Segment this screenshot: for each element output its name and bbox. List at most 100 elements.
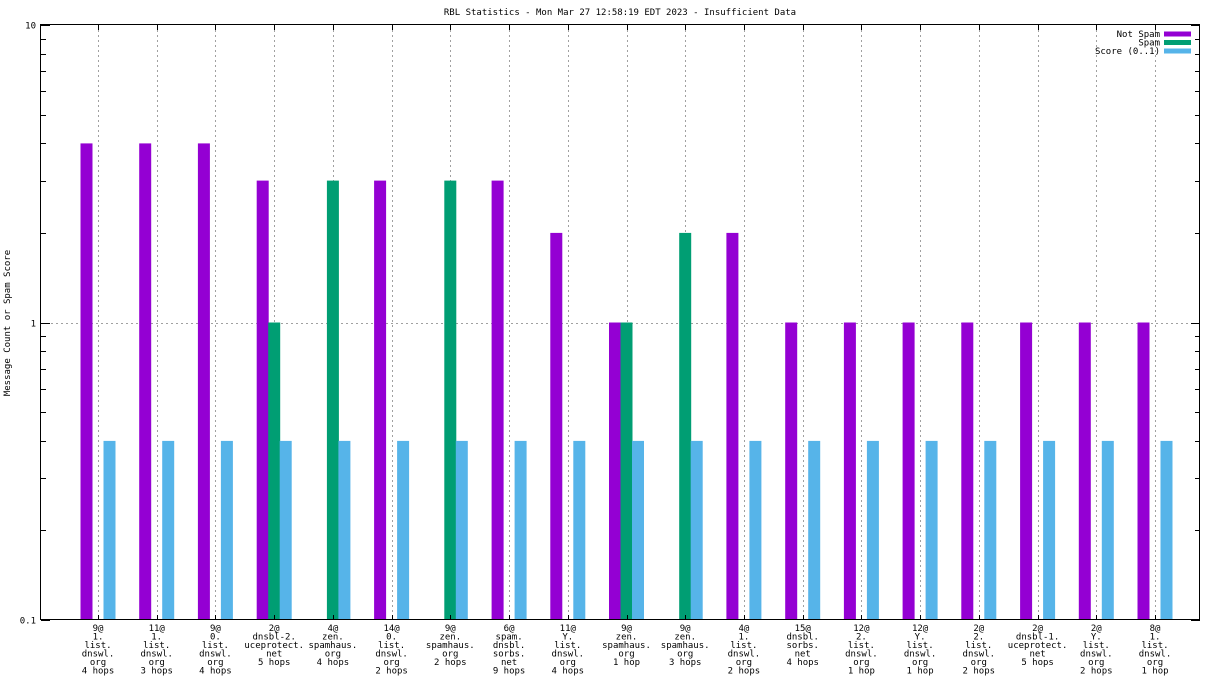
bar-not-spam — [374, 180, 387, 620]
x-tick-label: list. — [1083, 641, 1110, 651]
bar-spam — [679, 232, 692, 620]
x-tick-label: Y. — [562, 633, 573, 643]
x-tick-label: spamhaus. — [426, 641, 475, 651]
bar-score-0-1 — [1101, 440, 1114, 620]
y-axis-label: Message Count or Spam Score — [3, 250, 13, 396]
x-tick-label: net — [1029, 650, 1045, 660]
bar-not-spam — [785, 322, 798, 620]
x-tick-label: 9@ — [93, 624, 104, 634]
x-tick-label: 2 hops — [434, 658, 467, 668]
x-tick-label: dnsbl. — [493, 641, 526, 651]
x-tick-label: 0. — [386, 633, 397, 643]
y-tick-label: 1 — [31, 320, 36, 330]
x-tick-label: 3 hops — [140, 667, 173, 677]
x-tick-label: dnsbl-1. — [1016, 633, 1059, 643]
bar-score-0-1 — [397, 440, 410, 620]
x-tick-label: 1 hop — [848, 667, 875, 677]
x-tick-label: 6@ — [504, 624, 515, 634]
x-tick-label: list. — [730, 641, 757, 651]
x-tick-label: dnswl. — [1139, 650, 1172, 660]
x-tick-label: dnswl. — [904, 650, 937, 660]
x-tick-label: 4 hops — [199, 667, 232, 677]
x-tick-label: net — [795, 650, 811, 660]
x-tick-label: dnswl. — [375, 650, 408, 660]
x-tick-label: org — [1088, 658, 1104, 668]
x-tick-label: list. — [554, 641, 581, 651]
bar-spam — [326, 180, 339, 620]
x-tick-label: dnsbl-2. — [253, 633, 296, 643]
x-tick-label: 2@ — [1032, 624, 1043, 634]
bar-score-0-1 — [984, 440, 997, 620]
axis-ticks: 0.1 1 10 — [20, 22, 1200, 627]
x-tick-label: 9@ — [621, 624, 632, 634]
x-tick-label: 0. — [210, 633, 221, 643]
bar-score-0-1 — [925, 440, 938, 620]
x-tick-label: org — [149, 658, 165, 668]
bar-not-spam — [1078, 322, 1091, 620]
x-tick-label: 8@ — [1150, 624, 1161, 634]
x-tick-label: org — [677, 650, 693, 660]
x-tick-label: dnswl. — [199, 650, 232, 660]
x-tick-label: 4@ — [327, 624, 338, 634]
x-tick-label: dnswl. — [82, 650, 115, 660]
bar-not-spam — [491, 180, 504, 620]
bar-not-spam — [843, 322, 856, 620]
bar-score-0-1 — [808, 440, 821, 620]
x-tick-label: net — [501, 658, 517, 668]
x-tick-label: 1. — [738, 633, 749, 643]
bar-not-spam — [550, 232, 563, 620]
bar-spam — [268, 322, 281, 620]
x-tick-label: uceprotect. — [1008, 641, 1068, 651]
x-tick-label: 9 hops — [493, 667, 526, 677]
y-tick-label: 10 — [25, 22, 36, 32]
x-tick-label: sorbs. — [786, 641, 819, 651]
x-tick-label: org — [442, 650, 458, 660]
y-tick-label: 0.1 — [20, 617, 36, 627]
x-tick-label: org — [1147, 658, 1163, 668]
x-tick-label: 2@ — [973, 624, 984, 634]
x-tick-label: 4 hops — [552, 667, 585, 677]
bar-spam — [620, 322, 633, 620]
bar-score-0-1 — [1160, 440, 1173, 620]
x-tick-label: list. — [1141, 641, 1168, 651]
x-tick-label: 4@ — [738, 624, 749, 634]
bar-score-0-1 — [573, 440, 586, 620]
x-tick-label: 1. — [151, 633, 162, 643]
legend-label: Not Spam — [1117, 30, 1160, 40]
bar-score-0-1 — [220, 440, 233, 620]
x-tick-label: list. — [907, 641, 934, 651]
bar-score-0-1 — [514, 440, 527, 620]
x-tick-label: uceprotect. — [244, 641, 304, 651]
x-tick-label: dnswl. — [1080, 650, 1113, 660]
x-tick-label: 5 hops — [1021, 658, 1054, 668]
x-tick-label: zen. — [616, 633, 638, 643]
bars — [80, 143, 1173, 620]
chart-title: RBL Statistics - Mon Mar 27 12:58:19 EDT… — [444, 8, 796, 18]
bar-not-spam — [1137, 322, 1150, 620]
x-tick-label: org — [90, 658, 106, 668]
x-tick-label: spamhaus. — [309, 641, 358, 651]
bar-not-spam — [609, 322, 621, 620]
x-tick-label: list. — [202, 641, 229, 651]
x-tick-label: 11@ — [149, 624, 166, 634]
x-tick-label: org — [853, 658, 869, 668]
x-tick-label: dnswl. — [140, 650, 173, 660]
x-tick-label: spam. — [496, 633, 523, 643]
x-tick-label: org — [325, 650, 341, 660]
x-tick-label: org — [971, 658, 987, 668]
x-tick-label: 1 hop — [1141, 667, 1168, 677]
x-tick-label: 12@ — [912, 624, 929, 634]
x-tick-label: zen. — [322, 633, 344, 643]
x-tick-label: spamhaus. — [602, 641, 651, 651]
bar-not-spam — [726, 232, 739, 620]
bar-score-0-1 — [866, 440, 879, 620]
x-tick-label: 2@ — [1091, 624, 1102, 634]
bar-score-0-1 — [338, 440, 351, 620]
x-tick-label: dnswl. — [845, 650, 878, 660]
x-tick-label: 2. — [973, 633, 984, 643]
x-tick-label: zen. — [439, 633, 461, 643]
bar-not-spam — [80, 143, 93, 620]
bar-not-spam — [1020, 322, 1033, 620]
x-tick-label: 11@ — [560, 624, 577, 634]
